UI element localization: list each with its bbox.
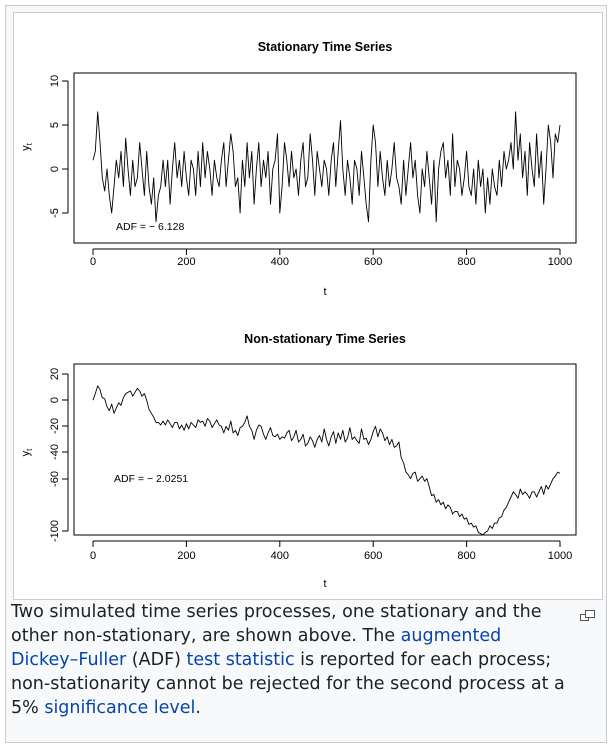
figure-image[interactable]: Stationary Time Series 0 200 400 600 800 1000 t… [13, 12, 603, 600]
chart1-x-tick-label: 200 [177, 256, 195, 268]
chart1-y-axis-label: yt [20, 142, 34, 151]
chart2-x-tick-label: 400 [271, 550, 289, 562]
link-test-statistic[interactable]: test statistic [186, 650, 295, 670]
caption-text-3: is reported for each process; non-statio… [11, 650, 565, 718]
chart2-y-tick-label: -40 [49, 444, 61, 460]
chart1-x-axis-label: t [323, 286, 326, 298]
chart1-y-tick-label: 0 [49, 166, 61, 172]
chart2-y-tick-label: -100 [49, 520, 61, 542]
caption-text-1: Two simulated time series processes, one… [11, 602, 542, 646]
chart1-y-tick-label: 5 [49, 122, 61, 128]
link-significance-level[interactable]: significance level [44, 698, 196, 718]
chart2-x-tick-label: 600 [364, 550, 382, 562]
chart1-y-tick-label: 10 [49, 75, 61, 87]
chart2-title: Non-stationary Time Series [244, 332, 406, 346]
chart2-x-axis-label: t [323, 578, 326, 590]
enlarge-icon[interactable] [580, 610, 596, 622]
chart1-x-tick-label: 600 [364, 256, 382, 268]
chart2-x-tick-label: 200 [177, 550, 195, 562]
chart1-series-line [92, 111, 561, 223]
chart2-y-tick-label: -60 [49, 471, 61, 487]
chart2-x-tick-label: 0 [90, 550, 96, 562]
chart1-x-tick-label: 800 [457, 256, 475, 268]
caption-text-2: (ADF) [126, 650, 187, 670]
chart1-plot-box [73, 72, 577, 244]
chart2-y-tick-label: -20 [49, 418, 61, 434]
chart2-x-tick-label: 1000 [548, 550, 572, 562]
caption-text-4: . [195, 698, 201, 718]
chart2-y-tick-label: 0 [49, 397, 61, 403]
chart2-plot-box [73, 363, 577, 536]
chart1-adf-annotation: ADF = − 6.128 [116, 221, 184, 233]
chart1-x-tick-label: 1000 [548, 256, 572, 268]
chart1-title: Stationary Time Series [258, 40, 393, 54]
chart2-adf-annotation: ADF = − 2.0251 [114, 473, 188, 485]
chart2-x-tick-label: 800 [457, 550, 475, 562]
link-augmented-dickey-fuller[interactable]: augmented Dickey–Fuller [11, 626, 502, 670]
chart1-x-tick-label: 0 [90, 256, 96, 268]
chart1-y-tick-label: -5 [49, 208, 61, 218]
figure-thumbnail: Stationary Time Series 0 200 400 600 800 1000 t… [5, 5, 607, 743]
chart1-x-tick-label: 400 [271, 256, 289, 268]
chart2-y-tick-label: 20 [49, 368, 61, 380]
figure-caption: Two simulated time series processes, one… [11, 600, 571, 720]
chart2-series-line [92, 385, 561, 536]
chart2-y-axis-label: yt [20, 448, 34, 457]
